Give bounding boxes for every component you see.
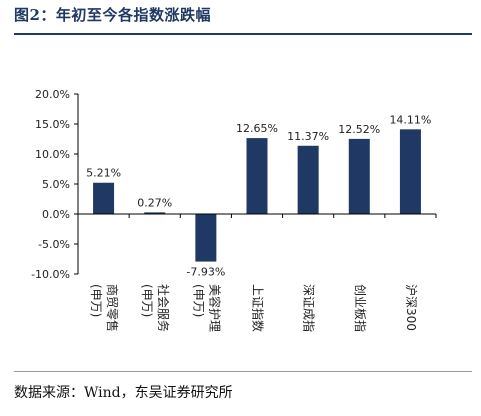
y-tick-label: 0.0% [42, 208, 70, 221]
y-tick-label: 15.0% [35, 118, 70, 131]
x-category-label: 社会服务 [156, 284, 171, 332]
x-category-label: (申万) [191, 284, 205, 317]
figure-title: 图2：年初至今各指数涨跌幅 [14, 6, 211, 24]
data-label: 11.37% [287, 130, 329, 143]
data-label: 12.65% [236, 122, 278, 135]
data-label: 12.52% [338, 123, 380, 136]
x-category-label: (申万) [89, 284, 103, 317]
y-tick-label: 10.0% [35, 148, 70, 161]
bar [195, 214, 217, 262]
title-divider [14, 33, 472, 35]
bar [297, 145, 319, 214]
x-category-label: 美容护理 [207, 284, 222, 332]
data-label: 0.27% [137, 196, 172, 209]
source-divider [14, 371, 472, 372]
bar [144, 212, 166, 214]
x-category-label: 上证指数 [251, 284, 266, 332]
data-label: 5.21% [86, 167, 121, 180]
bar [348, 138, 370, 214]
y-tick-label: 5.0% [42, 178, 70, 191]
bar [399, 129, 421, 214]
y-tick-label: 20.0% [35, 88, 70, 101]
bar-chart: -10.0% -5.0% 0.0% 5.0% 10.0% 15.0% 20.0% 5.21% 商… [31, 88, 437, 332]
x-category-label: 创业板指 [353, 284, 368, 332]
x-category-label: 沪深300 [404, 284, 418, 331]
y-tick-label: -10.0% [31, 268, 70, 281]
chart-area: -10.0% -5.0% 0.0% 5.0% 10.0% 15.0% 20.0% 5.21% 商… [14, 38, 472, 364]
bar [93, 182, 115, 214]
bar [246, 138, 268, 214]
y-tick-label: -5.0% [38, 238, 70, 251]
source-note: 数据来源：Wind，东吴证券研究所 [14, 385, 233, 401]
x-category-label: (申万) [140, 284, 154, 317]
data-label: 14.11% [389, 113, 431, 126]
x-category-label: 商贸零售 [105, 284, 120, 332]
data-label: -7.93% [186, 266, 225, 279]
x-category-label: 深证成指 [302, 284, 317, 332]
